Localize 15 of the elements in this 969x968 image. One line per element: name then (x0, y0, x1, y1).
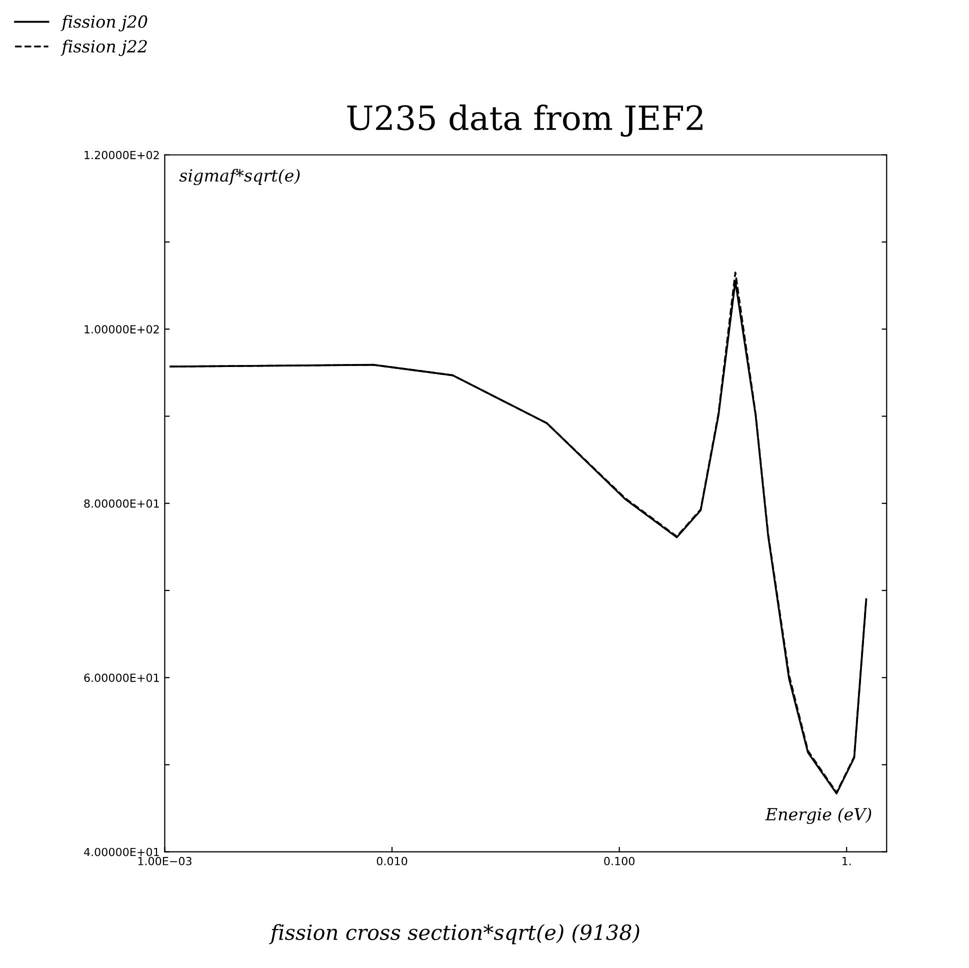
x-tick-label: 1. (842, 857, 851, 866)
chart-title: U235 data from JEF2 (347, 104, 702, 137)
y-tick-label: 1.00000E+02 (84, 325, 159, 334)
x-tick-label: 0.100 (604, 856, 634, 866)
legend-label: fission j22 (60, 40, 147, 56)
y-tick-label: 6.00000E+01 (84, 674, 159, 682)
y-tick-label: 4.00000E+01 (84, 848, 159, 856)
x-tick-label: 0.010 (376, 856, 408, 866)
x-tick-label: 1.00E−03 (138, 856, 192, 866)
x-axis-title: Energie (eV) (765, 808, 872, 824)
legend-label: fission j20 (60, 15, 148, 32)
text: fission cross section*sqrt(e) (9138) (269, 924, 640, 944)
y-tick-label: 8.00000E+01 (84, 499, 159, 508)
y-axis-title: sigmaf*sqrt(e) (179, 168, 300, 186)
y-tick-label: 1.20000E+02 (84, 150, 159, 160)
